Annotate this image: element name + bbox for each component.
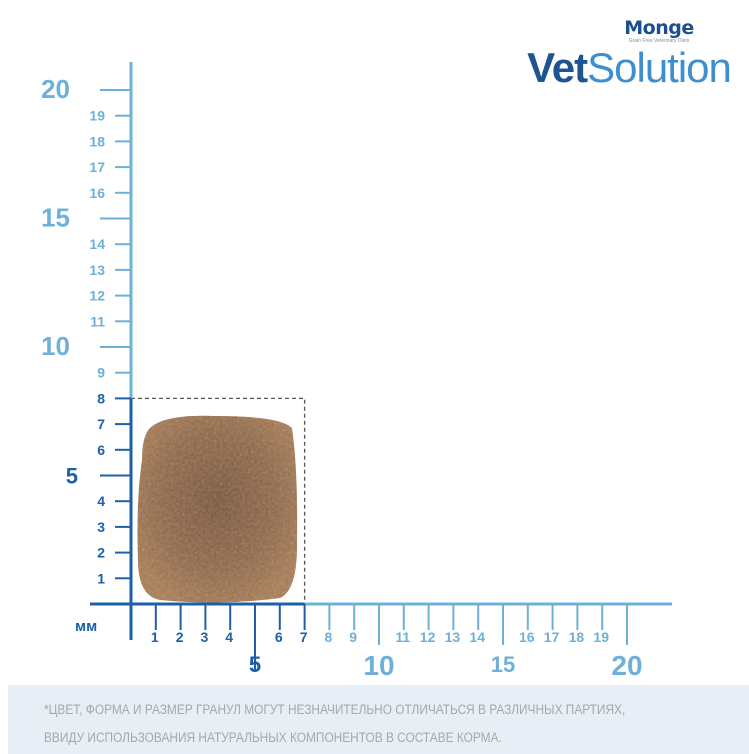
- disclaimer-line-2: ВВИДУ ИСПОЛЬЗОВАНИЯ НАТУРАЛЬНЫХ КОМПОНЕН…: [44, 730, 502, 745]
- x-tick-label: 11: [395, 629, 410, 645]
- x-tick-label: 18: [569, 629, 585, 645]
- x-tick-label: 4: [225, 629, 233, 645]
- x-tick-label: 16: [519, 629, 535, 645]
- x-tick-label: 2: [176, 629, 184, 645]
- y-tick-label: 9: [97, 365, 105, 381]
- y-tick-label: 20: [41, 74, 70, 104]
- y-tick-label: 10: [41, 331, 70, 361]
- y-tick-label: 2: [97, 545, 105, 561]
- y-tick-label: 3: [97, 519, 105, 535]
- size-ruler: 1122334455667788991010111112121313141415…: [41, 62, 672, 681]
- y-tick-label: 17: [89, 159, 105, 175]
- y-tick-label: 19: [89, 108, 105, 124]
- unit-label: мм: [75, 618, 97, 635]
- x-tick-label: 12: [420, 629, 436, 645]
- y-tick-label: 5: [66, 464, 78, 489]
- y-tick-label: 16: [89, 185, 105, 201]
- x-tick-label: 19: [593, 629, 609, 645]
- x-tick-label: 8: [325, 629, 333, 645]
- disclaimer-line-1: *ЦВЕТ, ФОРМА И РАЗМЕР ГРАНУЛ МОГУТ НЕЗНА…: [44, 702, 626, 717]
- y-tick-label: 18: [89, 133, 105, 149]
- x-tick-label: 6: [275, 629, 283, 645]
- y-tick-label: 12: [89, 288, 105, 304]
- y-tick-label: 8: [97, 390, 105, 406]
- logo-tagline: Grain Free Veterinary Diets: [628, 38, 690, 44]
- x-tick-label: 14: [469, 629, 485, 645]
- disclaimer-panel: *ЦВЕТ, ФОРМА И РАЗМЕР ГРАНУЛ МОГУТ НЕЗНА…: [8, 685, 749, 754]
- x-tick-label: 9: [349, 629, 357, 645]
- y-tick-label: 7: [97, 416, 105, 432]
- kibble-image: [137, 415, 298, 603]
- x-tick-label: 1: [151, 629, 159, 645]
- x-tick-label: 7: [300, 629, 308, 645]
- y-tick-label: 4: [97, 493, 105, 509]
- x-tick-label: 15: [491, 652, 515, 677]
- y-tick-label: 15: [41, 203, 70, 233]
- x-tick-label: 10: [363, 650, 394, 681]
- x-tick-label: 3: [201, 629, 209, 645]
- monge-logo: Monge: [624, 17, 694, 39]
- x-tick-label: 5: [249, 652, 261, 677]
- y-tick-label: 6: [97, 442, 105, 458]
- y-tick-label: 14: [89, 236, 105, 252]
- size-highlight-box: [131, 397, 306, 604]
- x-tick-label: 13: [445, 629, 461, 645]
- x-tick-label: 20: [611, 650, 642, 681]
- product-name: VetSolution: [527, 44, 732, 91]
- vetsolution-logo: Monge Grain Free Veterinary Diets VetSol…: [519, 18, 739, 90]
- y-tick-label: 13: [89, 262, 105, 278]
- x-tick-label: 17: [544, 629, 560, 645]
- y-tick-label: 1: [97, 570, 105, 586]
- y-tick-label: 11: [90, 313, 105, 329]
